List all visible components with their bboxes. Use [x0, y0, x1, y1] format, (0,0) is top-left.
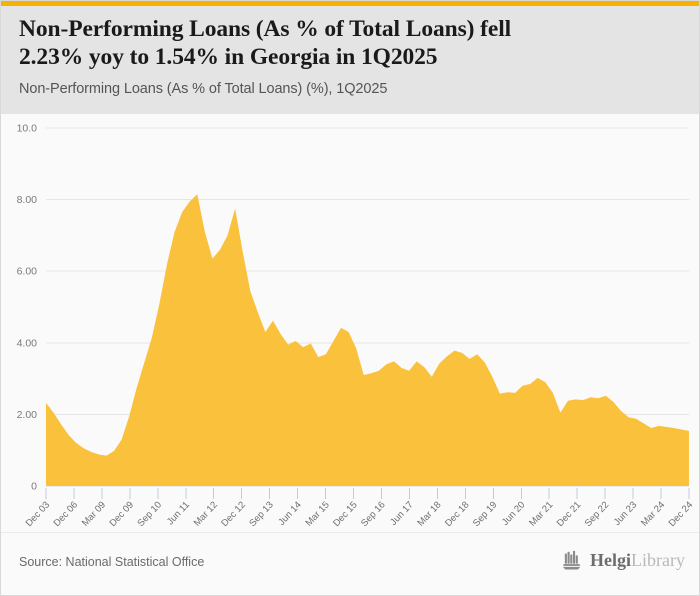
x-axis-tick-label: Mar 12 — [192, 500, 220, 529]
x-axis-tick-label: Jun 17 — [388, 500, 416, 528]
brand-name-secondary: Library — [631, 550, 685, 570]
brand-wordmark: HelgiLibrary — [590, 551, 685, 569]
x-axis-tick-label: Dec 03 — [24, 500, 53, 530]
x-axis-tick-label: Sep 19 — [471, 500, 500, 530]
x-axis-tick-label: Dec 15 — [331, 500, 360, 530]
x-axis-tick-label: Mar 24 — [639, 500, 667, 529]
x-axis-tick-label: Jun 20 — [500, 500, 528, 528]
x-axis-tick-label: Jun 11 — [165, 500, 192, 528]
y-axis-labels: 0 2.00 4.00 6.00 8.00 10.0 — [17, 123, 38, 493]
series-area-non-performing-loans — [46, 194, 689, 486]
x-axis-tick-label: Dec 06 — [52, 500, 81, 530]
page-title: Non-Performing Loans (As % of Total Loan… — [19, 16, 512, 71]
chart-footer: Source: National Statistical Office Helg… — [1, 532, 699, 595]
x-axis-tick-label: Mar 09 — [80, 500, 108, 529]
x-axis-tick-label: Mar 21 — [527, 500, 555, 529]
x-axis-tick-label: Sep 16 — [359, 500, 388, 530]
x-axis-tick-label: Jun 14 — [276, 500, 304, 528]
brand-logo: HelgiLibrary — [562, 550, 685, 570]
y-axis-tick-label: 8.00 — [17, 194, 38, 206]
source-note: Source: National Statistical Office — [19, 555, 205, 569]
x-axis-tick-label: Mar 15 — [304, 500, 332, 529]
x-axis-tick-label: Mar 18 — [415, 500, 443, 529]
brand-name-primary: Helgi — [590, 550, 632, 570]
y-axis-tick-label: 6.00 — [17, 266, 38, 278]
chart-subtitle: Non-Performing Loans (As % of Total Loan… — [19, 80, 388, 97]
x-axis-tick-label: Dec 12 — [219, 500, 248, 530]
x-axis-tick-label: Dec 09 — [107, 500, 136, 530]
x-axis-tick-label: Dec 18 — [443, 500, 472, 530]
x-axis-tick-label: Sep 22 — [583, 500, 612, 530]
accent-bar — [1, 1, 699, 6]
library-book-icon — [563, 550, 581, 570]
x-axis-tick-label: Sep 13 — [247, 500, 276, 530]
plot-area: 0 2.00 4.00 6.00 8.00 10.0 Dec 03 Dec 06 Mar 09… — [1, 114, 699, 532]
y-axis-tick-label: 10.0 — [17, 123, 38, 135]
y-axis-tick-label: 4.00 — [17, 337, 38, 349]
x-axis-tickmarks — [45, 488, 690, 499]
y-axis-tick-label: 2.00 — [17, 409, 38, 421]
chart-header: Non-Performing Loans (As % of Total Loan… — [1, 6, 699, 114]
x-axis-tick-label: Sep 10 — [135, 500, 164, 530]
x-axis-tick-label: Dec 21 — [555, 500, 584, 530]
x-axis-tick-label: Dec 24 — [667, 500, 696, 530]
x-axis-labels: Dec 03 Dec 06 Mar 09 Dec 09 Sep 10 Jun 11 Mar … — [24, 500, 696, 530]
y-axis-tick-label: 0 — [31, 481, 37, 493]
x-axis-tick-label: Jun 23 — [612, 500, 640, 528]
area-chart: 0 2.00 4.00 6.00 8.00 10.0 Dec 03 Dec 06 Mar 09… — [17, 123, 696, 530]
